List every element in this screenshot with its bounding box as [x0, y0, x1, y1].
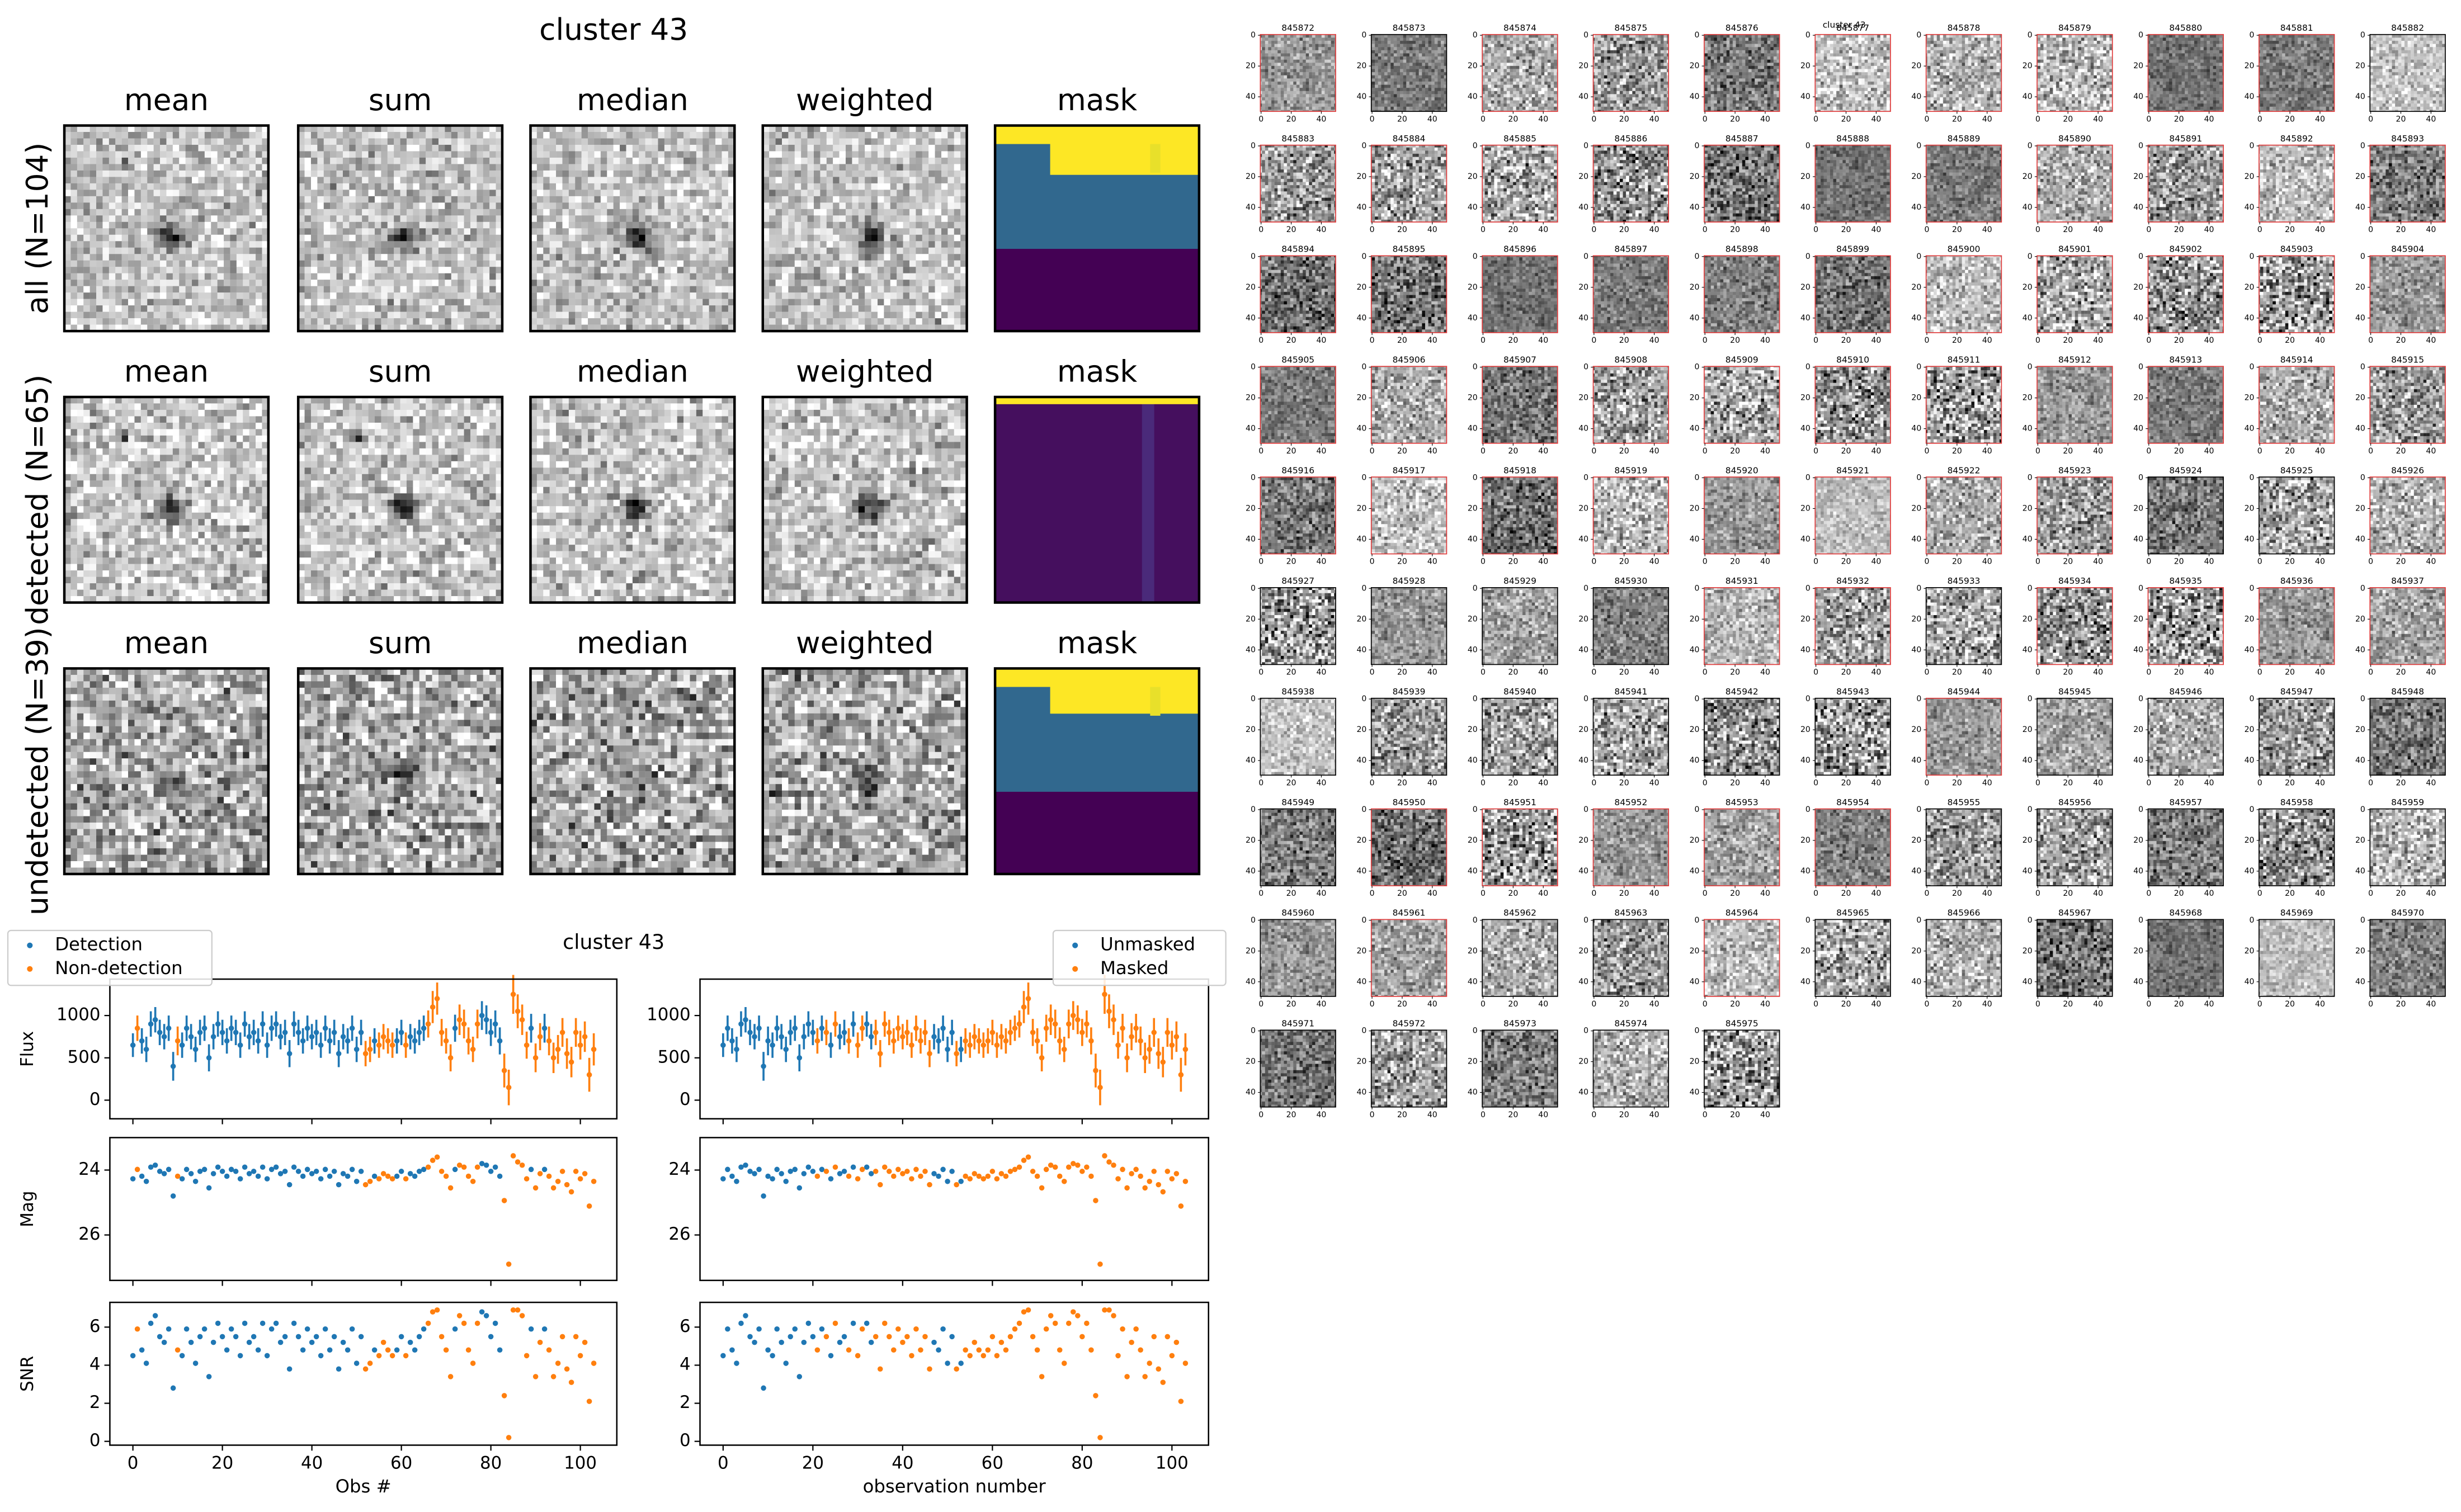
page: {"chart_data": [ {"type": "image-grid", … [7, 12, 2446, 1497]
